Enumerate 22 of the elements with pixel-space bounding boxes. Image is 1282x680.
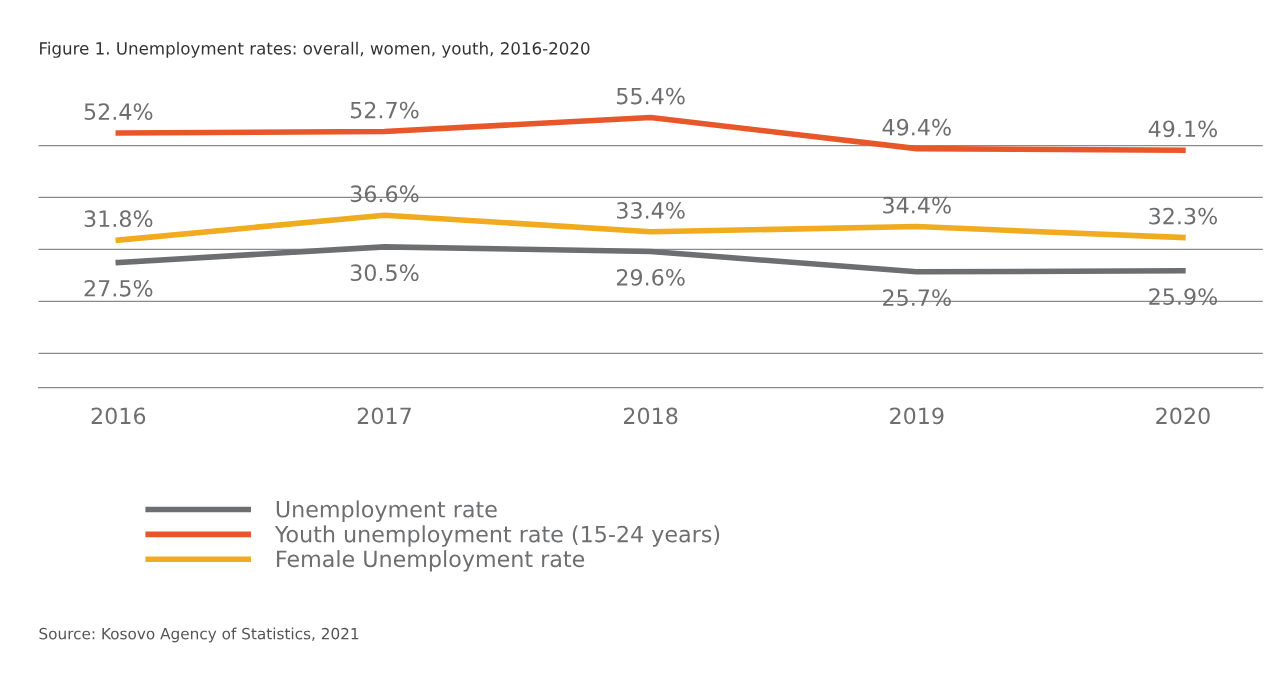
data-label: 49.4% <box>882 118 951 136</box>
data-label: 32.3% <box>1149 207 1217 225</box>
data-label: 27.5% <box>84 279 153 297</box>
x-tick-label: 2019 <box>890 407 944 425</box>
x-tick-label: 2020 <box>1156 407 1210 425</box>
x-tick-label: 2018 <box>623 407 678 425</box>
source-note: Source: Kosovo Agency of Statistics, 2021 <box>39 627 359 643</box>
legend-label: Unemployment rate <box>276 500 497 522</box>
data-label: 49.1% <box>1148 120 1217 138</box>
legend-label: Youth unemployment rate (15-24 years) <box>274 525 720 547</box>
legend-label: Female Unemployment rate <box>277 550 585 572</box>
data-label: 29.6% <box>616 268 685 286</box>
x-tick-label: 2016 <box>91 407 146 425</box>
data-label: 31.8% <box>84 210 153 228</box>
data-label: 33.4% <box>617 201 685 219</box>
data-label: 52.7% <box>350 101 419 119</box>
x-tick-label: 2017 <box>357 407 411 425</box>
chart-title: Figure 1. Unemployment rates: overall, women, youth, 2016-2020 <box>40 41 590 58</box>
data-label: 55.4% <box>617 87 685 105</box>
data-label: 30.5% <box>350 264 419 282</box>
data-label: 52.4% <box>84 103 153 121</box>
data-label: 34.4% <box>883 196 951 214</box>
